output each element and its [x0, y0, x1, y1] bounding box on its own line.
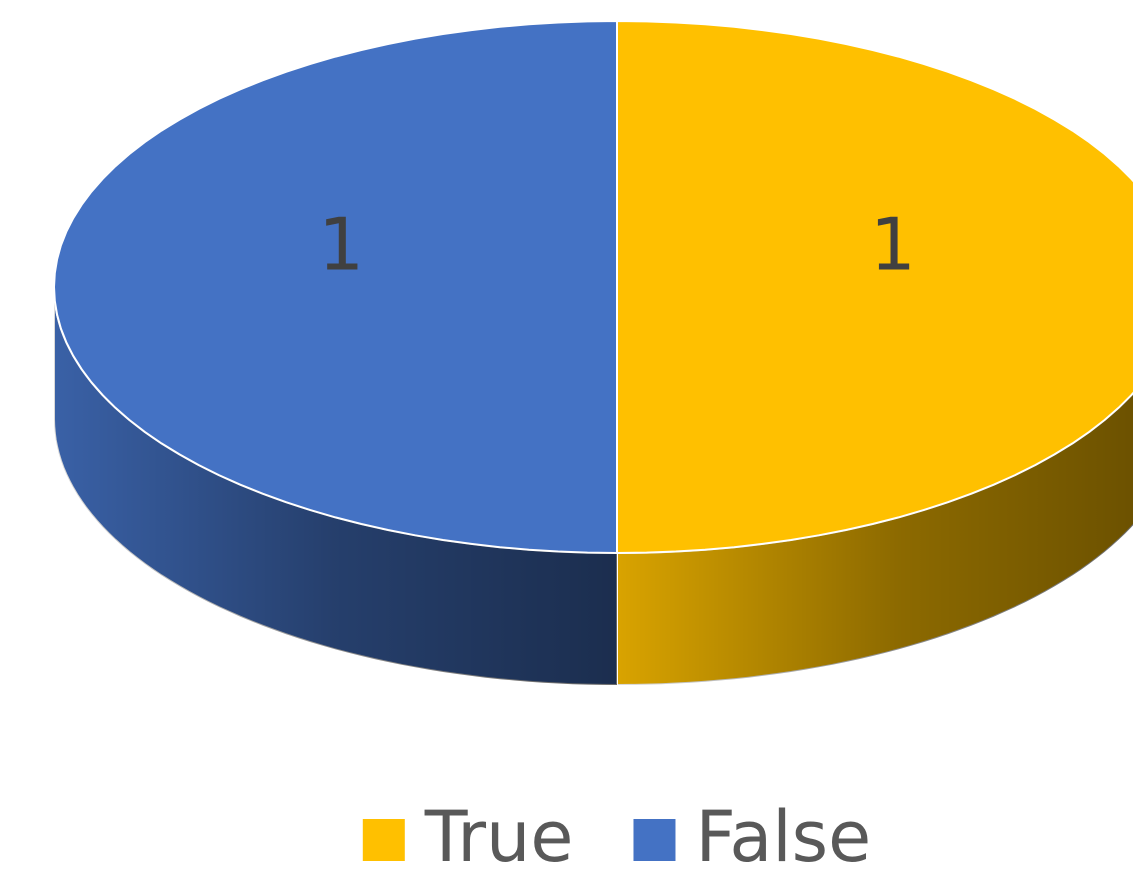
- slice-side-shade: [54, 287, 617, 685]
- slice: [616, 20, 1133, 554]
- slice-side-shade: [617, 393, 1133, 685]
- legend-label: False: [695, 796, 871, 878]
- legend-swatch: [362, 819, 405, 861]
- legend: True False: [362, 796, 871, 878]
- slice: [53, 20, 618, 554]
- legend-swatch: [633, 819, 676, 861]
- data-label: 1: [870, 203, 916, 287]
- data-label: 1: [318, 203, 364, 287]
- legend-label: True: [424, 796, 574, 878]
